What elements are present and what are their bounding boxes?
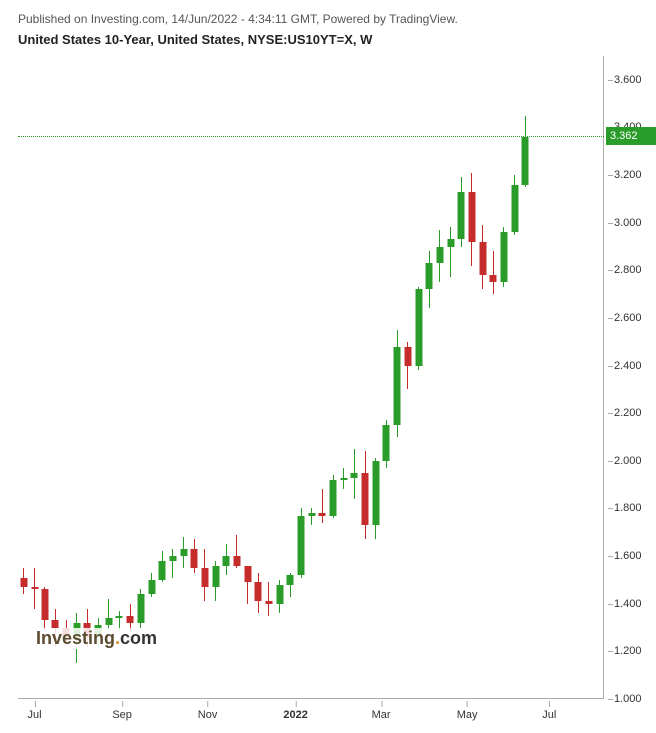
y-tick: 1.600 <box>608 550 656 562</box>
x-tick: Jul <box>28 709 42 721</box>
published-line: Published on Investing.com, 14/Jun/2022 … <box>18 12 638 26</box>
x-tick: Nov <box>198 709 218 721</box>
watermark-suffix: com <box>120 628 157 648</box>
y-tick: 2.200 <box>608 407 656 419</box>
watermark-prefix: Investing <box>36 628 115 648</box>
y-tick: 2.800 <box>608 264 656 276</box>
x-tick: Jul <box>542 709 556 721</box>
price-tag: 3.362 <box>606 127 656 145</box>
y-tick: 1.200 <box>608 645 656 657</box>
x-tick: Sep <box>112 709 132 721</box>
y-tick: 2.600 <box>608 312 656 324</box>
y-tick: 3.200 <box>608 169 656 181</box>
price-reference-line <box>18 136 604 137</box>
x-tick: May <box>457 709 478 721</box>
y-tick: 1.400 <box>608 598 656 610</box>
chart-area: 1.0001.2001.4001.6001.8002.0002.2002.400… <box>18 56 656 699</box>
candle-layer <box>18 56 604 699</box>
x-tick: 2022 <box>283 709 307 721</box>
y-tick: 1.000 <box>608 693 656 705</box>
y-tick: 2.400 <box>608 360 656 372</box>
x-tick: Mar <box>372 709 391 721</box>
y-tick: 3.600 <box>608 74 656 86</box>
y-tick: 1.800 <box>608 502 656 514</box>
y-tick: 2.000 <box>608 455 656 467</box>
y-tick: 3.000 <box>608 217 656 229</box>
chart-title: United States 10-Year, United States, NY… <box>18 32 638 47</box>
watermark-logo: Investing.com <box>36 628 157 649</box>
